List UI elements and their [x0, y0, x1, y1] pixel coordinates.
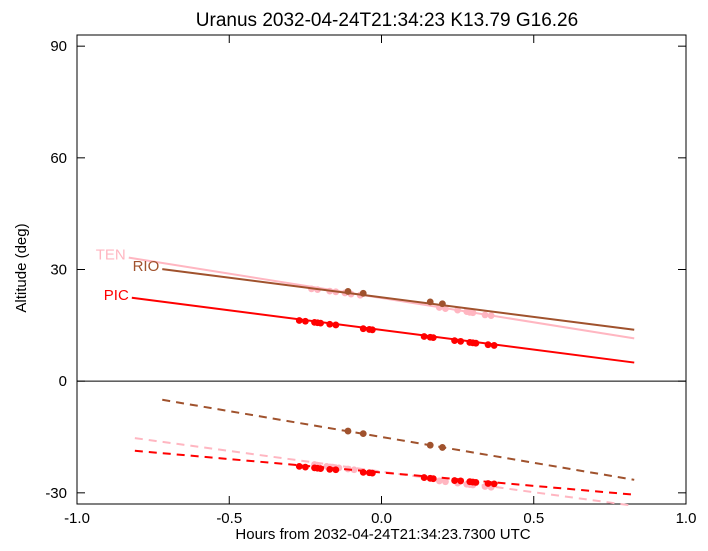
point-rio — [359, 289, 367, 297]
point-pic — [451, 337, 458, 344]
series-layer — [128, 256, 635, 507]
point-ten — [487, 312, 495, 320]
dashed-point-rio — [359, 430, 367, 438]
series-dashed-line-ten — [134, 437, 635, 507]
point-pic — [429, 334, 437, 342]
series-line-rio — [162, 268, 635, 331]
series-dashed-line-rio — [162, 398, 635, 481]
point-pic — [484, 341, 492, 349]
dashed-point-pic — [451, 477, 458, 484]
point-ten — [454, 306, 462, 314]
y-tick-label: 30 — [50, 262, 67, 279]
series-label-rio: RIO — [133, 258, 160, 275]
point-pic — [332, 321, 340, 329]
dashed-point-pic — [359, 468, 367, 476]
dashed-point-pic — [295, 463, 303, 470]
dashed-point-pic — [301, 463, 309, 471]
point-rio — [426, 298, 434, 306]
point-pic — [326, 320, 334, 328]
point-ten — [442, 305, 449, 312]
series-line-pic — [131, 296, 635, 364]
point-pic — [368, 326, 376, 334]
series-label-pic: PIC — [104, 287, 129, 304]
dashed-point-rio — [344, 427, 352, 435]
point-rio — [439, 300, 446, 308]
x-axis-label: Hours from 2032-04-24T21:34:23.7300 UTC — [235, 526, 530, 543]
x-tick-label: 0.5 — [523, 510, 544, 527]
point-pic — [420, 333, 428, 340]
y-tick-label: 0 — [59, 373, 67, 390]
dashed-point-pic — [429, 475, 437, 483]
x-tick-label: 0.0 — [371, 510, 392, 527]
dashed-point-rio — [439, 444, 446, 451]
dashed-point-rio — [426, 441, 434, 449]
y-tick-label: -30 — [45, 485, 67, 502]
x-tick-label: -0.5 — [216, 510, 242, 527]
point-pic — [301, 317, 309, 325]
x-tick-label: 1.0 — [676, 510, 697, 527]
point-rio — [344, 288, 352, 295]
y-tick-label: 90 — [50, 38, 67, 55]
dashed-point-pic — [457, 477, 465, 485]
series-label-ten: TEN — [96, 247, 126, 264]
point-pic — [295, 317, 303, 324]
point-pic — [472, 339, 480, 347]
y-tick-label: 60 — [50, 150, 67, 167]
point-pic — [317, 319, 324, 327]
chart-title: Uranus 2032-04-24T21:34:23 K13.79 G16.26 — [196, 10, 578, 31]
dashed-point-ten — [435, 477, 443, 485]
tick-layer: -1.0 -0.5 0.0 0.5 1.0 -30 0 30 60 90 — [45, 35, 696, 527]
dashed-point-ten — [350, 466, 358, 474]
dashed-point-pic — [490, 480, 498, 488]
dashed-point-pic — [420, 474, 428, 481]
point-ten — [481, 311, 489, 319]
dashed-point-pic — [472, 479, 480, 486]
dashed-point-ten — [442, 478, 449, 486]
dashed-point-pic — [368, 469, 376, 477]
series-dashed-line-pic — [134, 449, 635, 496]
y-axis-label: Altitude (deg) — [13, 223, 30, 312]
dashed-point-pic — [484, 480, 492, 487]
point-pic — [490, 342, 498, 349]
point-pic — [359, 325, 367, 333]
point-pic — [457, 337, 465, 345]
dashed-point-pic — [317, 465, 324, 473]
x-tick-label: -1.0 — [64, 510, 90, 527]
point-ten — [469, 309, 477, 317]
dashed-point-pic — [332, 466, 340, 474]
dashed-point-pic — [326, 465, 334, 473]
